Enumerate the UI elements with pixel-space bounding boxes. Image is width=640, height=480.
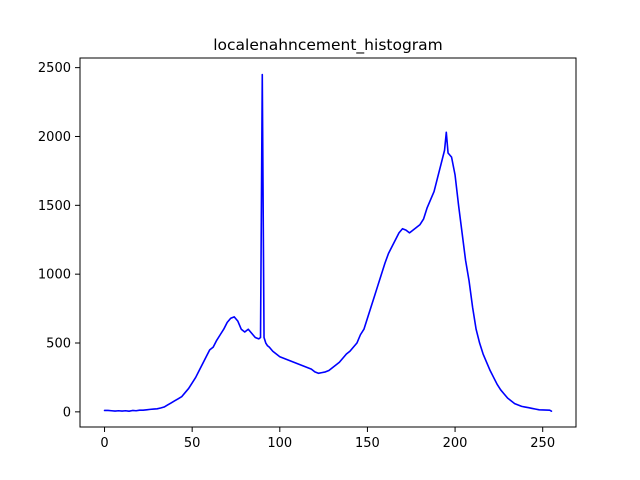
x-tick-label: 250 xyxy=(530,436,555,451)
x-tick-label: 100 xyxy=(267,436,292,451)
y-tick-label: 0 xyxy=(63,405,71,420)
x-tick-label: 0 xyxy=(100,436,108,451)
x-tick-label: 200 xyxy=(443,436,468,451)
histogram-line xyxy=(103,73,553,412)
y-tick-label: 1500 xyxy=(38,199,71,214)
y-tick-label: 1000 xyxy=(38,268,71,283)
y-tick-label: 2000 xyxy=(38,130,71,145)
axes-frame xyxy=(79,57,577,428)
x-tick-label: 50 xyxy=(184,436,201,451)
x-tick-label: 150 xyxy=(355,436,380,451)
chart-title: localenahncement_histogram xyxy=(213,36,443,55)
y-tick-label: 500 xyxy=(46,337,71,352)
y-tick-label: 2500 xyxy=(38,61,71,76)
